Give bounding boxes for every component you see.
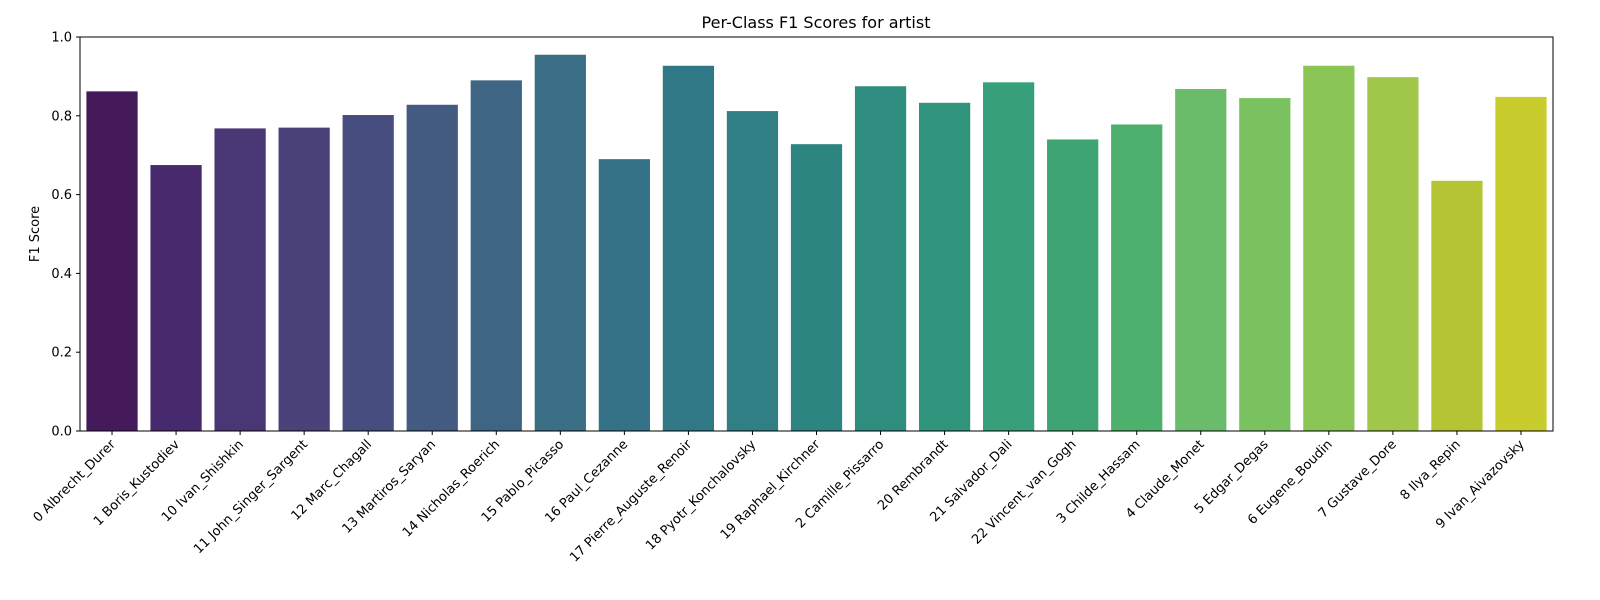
bar — [86, 91, 138, 431]
bar — [854, 86, 907, 431]
bar — [278, 127, 330, 432]
bar — [1111, 124, 1163, 431]
bar — [1175, 89, 1227, 432]
y-tick-label: 0.8 — [51, 109, 72, 124]
x-tick-label: 17 Pierre_Auguste_Renoir — [567, 437, 696, 566]
chart-title: Per-Class F1 Scores for artist — [702, 13, 931, 32]
bar — [214, 128, 266, 431]
y-tick-label: 1.0 — [51, 31, 72, 46]
bar — [918, 102, 971, 431]
bar — [790, 144, 843, 431]
y-tick-label: 0.0 — [51, 425, 72, 440]
bar — [470, 80, 522, 431]
y-tick-label: 0.2 — [51, 346, 72, 361]
plot-frame — [79, 36, 1554, 432]
y-tick-label: 0.6 — [51, 188, 72, 203]
bar — [342, 115, 394, 432]
bar — [534, 54, 586, 431]
bar — [983, 82, 1035, 431]
bar — [662, 65, 715, 432]
x-tick-label: 18 Pyotr_Konchalovsky — [643, 437, 759, 553]
x-tick-label: 11 John_Singer_Sargent — [191, 437, 311, 557]
bar — [406, 104, 458, 431]
bar — [1239, 98, 1291, 431]
y-axis-title: F1 Score — [28, 206, 43, 262]
bar — [726, 111, 779, 432]
x-tick-label: 22 Vincent_van_Gogh — [969, 437, 1079, 547]
bar — [598, 159, 650, 431]
bar — [150, 165, 202, 432]
bar — [1047, 139, 1099, 431]
bar — [1303, 65, 1355, 432]
bar — [1367, 77, 1419, 432]
bars-group — [86, 54, 1547, 432]
x-tick-label: 8 Ilya_Repin — [1398, 437, 1464, 503]
bar — [1431, 180, 1483, 431]
bar — [1495, 96, 1547, 431]
y-tick-label: 0.4 — [51, 267, 72, 282]
y-axis: 0.0 0.2 0.4 0.6 0.8 1.0 — [51, 31, 80, 440]
